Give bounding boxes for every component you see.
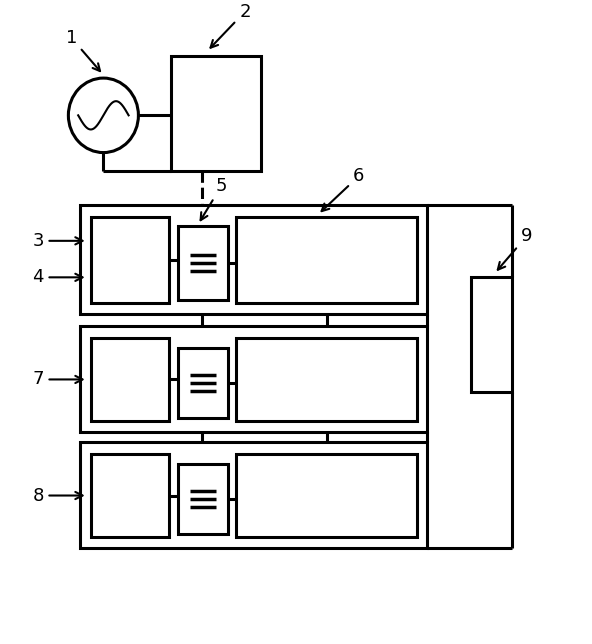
Text: 2: 2 <box>211 3 250 48</box>
Text: 1: 1 <box>66 29 100 71</box>
Bar <box>236 216 417 303</box>
Text: 9: 9 <box>498 227 532 270</box>
Bar <box>170 57 261 171</box>
Bar <box>178 348 228 417</box>
Text: 3: 3 <box>33 232 82 250</box>
Bar <box>80 442 427 548</box>
Bar <box>80 327 427 432</box>
Bar <box>178 464 228 534</box>
Text: 4: 4 <box>33 269 82 287</box>
Bar <box>236 453 417 537</box>
Text: 5: 5 <box>201 177 227 220</box>
Bar <box>178 227 228 299</box>
Bar <box>471 277 512 392</box>
Text: 6: 6 <box>321 167 365 211</box>
Bar <box>91 453 169 537</box>
Bar <box>236 337 417 421</box>
Bar <box>91 337 169 421</box>
Bar <box>80 205 427 314</box>
Text: 8: 8 <box>33 486 82 504</box>
Bar <box>91 216 169 303</box>
Text: 7: 7 <box>33 370 82 388</box>
